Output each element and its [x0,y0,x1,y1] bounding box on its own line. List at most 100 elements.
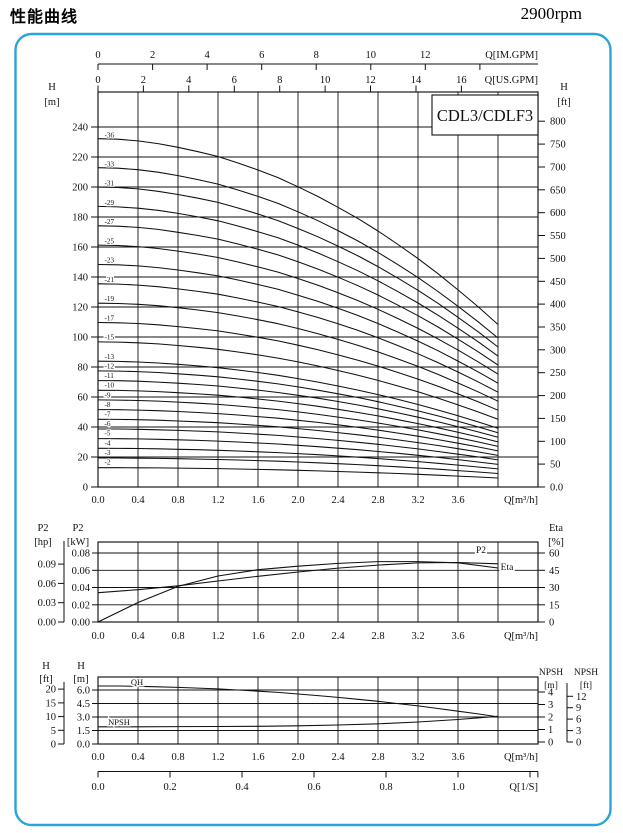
npsh-ft-tick-label: 9 [576,703,581,714]
h-m-tick-label: 100 [72,333,88,344]
main-x-tick-label: 1.6 [251,495,264,506]
p2-curve [97,561,499,594]
mid-x-tick-label: 3.6 [451,631,464,642]
h-ft3-tick-label: 15 [46,698,57,709]
im-gpm-tick-label: 12 [420,50,431,61]
npsh-m-axis-title: NPSH [539,668,563,678]
npsh-m-tick-label: 3 [548,700,553,711]
bot-x-tick-label: 1.2 [211,752,224,763]
eta-axis-title: Eta [549,523,563,534]
main-x-tick-label: 2.0 [291,495,304,506]
us-gpm-tick-label: 12 [365,75,376,86]
stage-label-13: -13 [105,353,115,361]
h-m-tick-label: 200 [72,183,88,194]
stage-label-23: -23 [105,257,115,265]
eta-curve-label: Eta [501,563,514,573]
us-gpm-tick-label: 8 [277,75,282,86]
h-m3-axis-unit: [m] [73,674,88,685]
head-curve-17 [97,321,499,411]
stage-label-6: -6 [105,420,111,428]
bot-x-tick-label: 2.0 [291,752,304,763]
h-m-tick-label: 160 [72,243,88,254]
mid-x-tick-label: 2.4 [331,631,345,642]
p2-kw-tick-label: 0.02 [72,600,90,611]
eta-tick-label: 30 [549,583,560,594]
h-m-tick-label: 120 [72,303,88,314]
page-title: 性能曲线 [10,7,79,26]
rpm-label: 2900rpm [520,4,582,23]
h-m-tick-label: 180 [72,213,88,224]
npsh-m-tick-label: 4 [548,688,554,699]
model-box [431,94,539,136]
head-curve-15 [97,341,499,420]
npsh-curve-label: NPSH [108,717,130,727]
head-curve-4 [97,447,499,470]
npsh-ft-tick-label: 3 [576,726,581,737]
h-m-tick-label: 80 [78,363,89,374]
h-ft-tick-label: 600 [550,208,566,219]
stage-label-2: -2 [105,459,111,467]
main-x-tick-label: 0.4 [131,495,145,506]
head-curve-5 [97,438,499,465]
model-label: CDL3/CDLF3 [437,106,533,125]
ls-tick-label: 0.8 [379,782,392,793]
main-x-tick-label: 2.4 [331,495,345,506]
stage-label-9: -9 [105,391,111,399]
bot-x-tick-label-unit: Q[m³/h] [504,752,538,763]
mid-x-tick-label: 0.0 [91,631,104,642]
ls-tick-label: 0.4 [235,782,249,793]
p2-hp-axis-title: P2 [37,523,48,534]
im-gpm-tick-label: 2 [150,50,155,61]
stage-label-27: -27 [105,218,115,226]
h-ft3-tick-label: 10 [46,712,57,723]
mid-x-tick-label: 1.6 [251,631,264,642]
bot-x-tick-label: 2.4 [331,752,345,763]
us-gpm-tick-label: 0 [95,75,100,86]
mid-x-tick-label: 3.2 [411,631,424,642]
qh-curve [97,685,499,718]
h-m3-tick-label: 0.0 [77,740,90,751]
h-ft-tick-label: 250 [550,368,566,379]
h-ft-tick-label: 750 [550,140,566,151]
main-x-tick-label: 0.8 [171,495,184,506]
head-curve-8 [97,409,499,452]
stage-label-10: -10 [105,382,115,390]
mid-x-tick-label: 0.4 [131,631,145,642]
h-m-tick-label: 220 [72,153,88,164]
p2-hp-tick-label: 0.03 [38,598,56,609]
npsh-ft-axis-title: NPSH [574,668,598,678]
mid-x-tick-label: 2.0 [291,631,304,642]
npsh-ft-tick-label: 6 [576,715,581,726]
h-m-tick-label: 140 [72,273,88,284]
p2-kw-tick-label: 0.00 [72,618,90,629]
ls-tick-label: 1.0 [451,782,464,793]
bot-x-tick-label: 1.6 [251,752,264,763]
head-curve-3 [97,457,499,475]
h-ft-tick-label: 100 [550,437,566,448]
h-m-axis-title: H [48,82,56,93]
main-x-tick-label: 0.0 [91,495,104,506]
main-x-tick-label-unit: Q[m³/h] [504,495,538,506]
us-gpm-tick-label: 16 [456,75,467,86]
h-m-tick-label: 0 [83,483,88,494]
head-curve-2 [97,467,499,479]
bot-x-tick-label: 3.6 [451,752,464,763]
p2-hp-tick-label: 0.06 [38,579,56,590]
ls-tick-label: 0.2 [163,782,176,793]
us-gpm-tick-label: 10 [320,75,331,86]
eta-tick-label: 15 [549,600,560,611]
h-m3-tick-label: 4.5 [77,699,90,710]
h-ft3-tick-label: 0 [51,740,56,751]
h-ft-tick-label: 0.0 [550,483,563,494]
stage-label-36: -36 [105,132,115,140]
us-gpm-tick-label: 4 [186,75,192,86]
im-gpm-tick-label: 0 [95,50,100,61]
stage-label-33: -33 [105,161,115,169]
h-ft-axis-unit: [ft] [557,97,570,108]
stage-label-3: -3 [105,449,111,457]
mid-x-tick-label: 1.2 [211,631,224,642]
head-curve-11 [97,380,499,438]
h-m-tick-label: 20 [78,453,89,464]
h-ft-tick-label: 150 [550,414,566,425]
